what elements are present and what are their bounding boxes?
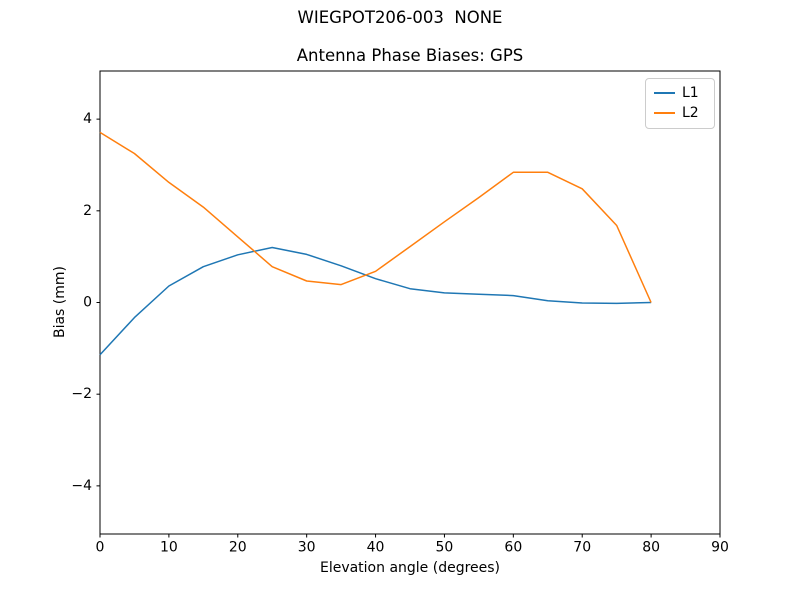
y-tick-label: −2 (71, 386, 92, 402)
x-tick-label: 40 (367, 540, 385, 556)
legend-item-l2: L2 (654, 103, 706, 123)
y-tick-label: 2 (83, 203, 92, 219)
legend-item-l1: L1 (654, 83, 706, 103)
y-tick-label: 4 (83, 111, 92, 127)
legend-label-l2: L2 (682, 105, 699, 121)
y-tick-label: 0 (83, 295, 92, 311)
x-tick-label: 80 (642, 540, 660, 556)
series-line-l1 (99, 246, 652, 356)
chart-title: Antenna Phase Biases: GPS (296, 46, 524, 65)
x-tick-label: 20 (229, 540, 247, 556)
legend-label-l1: L1 (682, 85, 699, 101)
figure-suptitle: WIEGPOT206-003 NONE (297, 8, 503, 27)
x-tick-label: 90 (711, 540, 729, 556)
x-tick-label: 60 (504, 540, 522, 556)
l1-line-swatch (654, 92, 675, 94)
x-tick-label: 30 (298, 540, 316, 556)
l2-line-swatch (654, 112, 675, 114)
series-line-l2 (99, 131, 652, 303)
x-tick-label: 50 (436, 540, 454, 556)
x-tick-label: 70 (573, 540, 591, 556)
x-tick-label: 10 (160, 540, 178, 556)
y-axis-label: Bias (mm) (52, 265, 68, 339)
x-tick-label: 0 (96, 540, 105, 556)
x-axis-label: Elevation angle (degrees) (319, 560, 501, 576)
legend: L1 L2 (645, 78, 715, 129)
y-tick-label: −4 (71, 478, 92, 494)
